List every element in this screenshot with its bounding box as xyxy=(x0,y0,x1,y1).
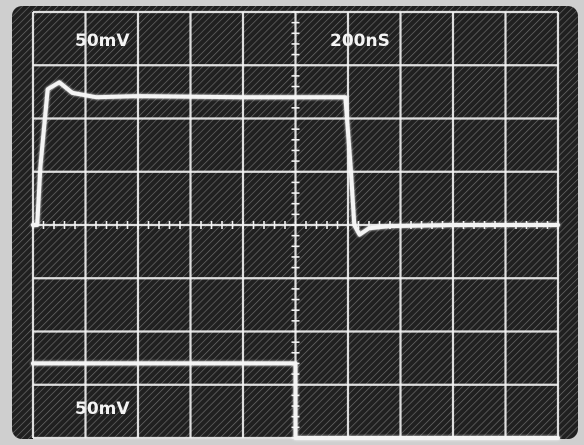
label-top-right: 200nS xyxy=(330,31,390,51)
label-bottom-left: 50mV xyxy=(75,399,130,419)
channel-labels: 50mV 200nS 50mV xyxy=(75,31,390,419)
trace-1 xyxy=(31,80,560,237)
trace-2 xyxy=(31,361,560,440)
traces xyxy=(31,80,560,440)
label-top-left: 50mV xyxy=(75,31,130,51)
